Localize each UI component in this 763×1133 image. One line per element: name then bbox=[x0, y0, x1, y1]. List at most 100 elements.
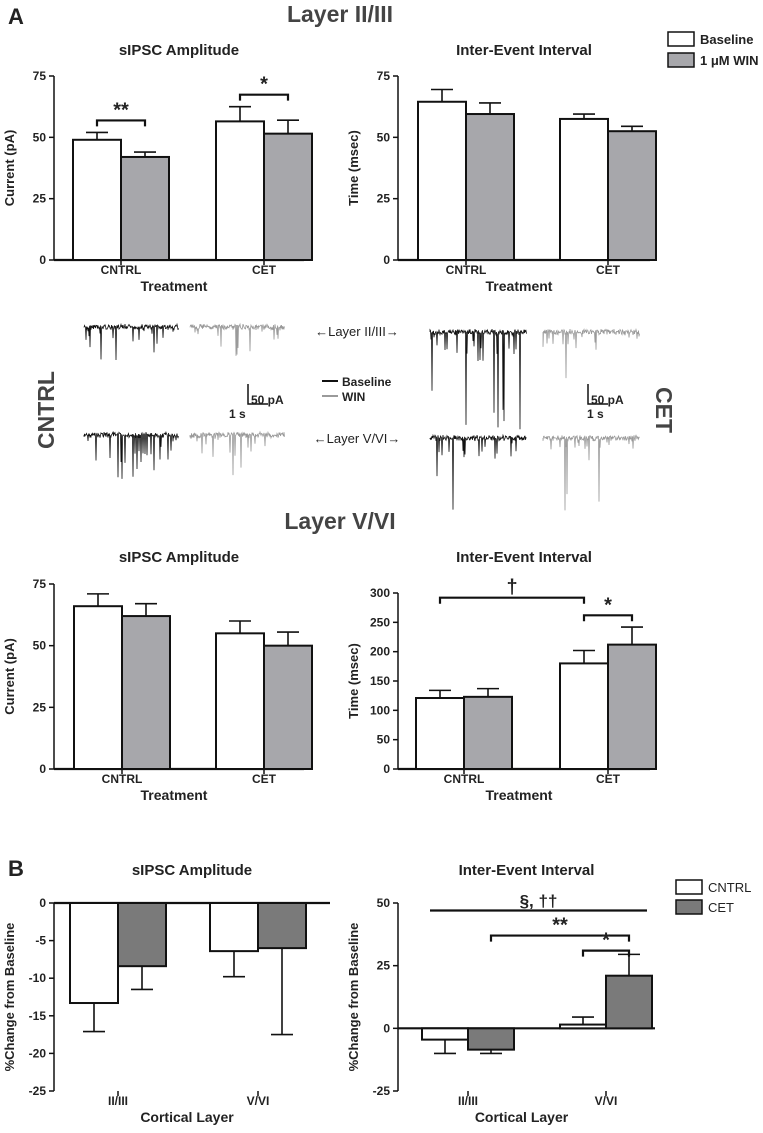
x-tick-label: CET bbox=[596, 772, 621, 786]
significance-marker: * bbox=[604, 594, 612, 616]
x-tick-label: CET bbox=[252, 263, 277, 277]
x-tick-label: CNTRL bbox=[446, 263, 487, 277]
y-tick-label: 0 bbox=[383, 1021, 390, 1035]
significance-marker: * bbox=[260, 74, 268, 96]
bar bbox=[415, 697, 465, 770]
x-tick-label: II/III bbox=[108, 1094, 128, 1108]
bar bbox=[467, 1027, 515, 1051]
y-tick-label: 50 bbox=[377, 896, 391, 910]
significance-marker: ** bbox=[113, 99, 129, 121]
side-label-cntrl: CNTRL bbox=[33, 371, 59, 449]
y-tick-label: 100 bbox=[370, 703, 390, 717]
heading-layer-2-3: Layer II/III bbox=[287, 1, 393, 27]
trace-label-layer-5-6: ←Layer V/VI→ bbox=[314, 431, 401, 446]
x-axis-label: Cortical Layer bbox=[140, 1109, 234, 1125]
side-label-cet: CET bbox=[651, 387, 677, 433]
significance-marker: † bbox=[506, 577, 517, 599]
bar bbox=[120, 155, 170, 262]
y-tick-label: 25 bbox=[33, 192, 47, 206]
y-tick-label: -25 bbox=[373, 1084, 391, 1098]
y-tick-label: 150 bbox=[370, 674, 390, 688]
y-axis-label: %Change from Baseline bbox=[2, 923, 17, 1072]
y-tick-label: -20 bbox=[29, 1046, 47, 1060]
x-axis-label: Cortical Layer bbox=[475, 1109, 569, 1125]
y-tick-label: 0 bbox=[383, 762, 390, 776]
bar bbox=[215, 632, 265, 770]
trace-label-layer-2-3: ←Layer II/III→ bbox=[315, 324, 399, 339]
chart-b2: Inter-Event Interval -25 0 25 50 %Change from… bbox=[346, 862, 655, 1125]
y-tick-label: 75 bbox=[33, 69, 47, 83]
bar bbox=[215, 120, 265, 261]
legend-b-label-cntrl: CNTRL bbox=[708, 880, 751, 895]
trace-cntrl-l23-baseline bbox=[83, 322, 179, 360]
scale-bar-right bbox=[587, 384, 608, 405]
bar bbox=[263, 132, 313, 261]
x-axis-label: Treatment bbox=[141, 787, 208, 803]
trace-cet-l56-win bbox=[542, 434, 640, 511]
trace-cntrl-l23-win bbox=[189, 322, 285, 356]
significance-marker: ** bbox=[552, 915, 568, 937]
x-axis-label: Treatment bbox=[486, 278, 553, 294]
x-tick-label: CNTRL bbox=[102, 772, 143, 786]
bar bbox=[209, 902, 259, 953]
chart-b1: sIPSC Amplitude 0 -5 -10 -15 -20 -25 %Change fr… bbox=[2, 862, 330, 1125]
chart-a3: sIPSC Amplitude 0 25 50 75 Current (pA) CNTRL C… bbox=[2, 549, 313, 803]
y-tick-label: 50 bbox=[377, 130, 391, 144]
scale-bar-right-time: 1 s bbox=[587, 407, 604, 421]
x-axis-label: Treatment bbox=[486, 787, 553, 803]
y-tick-label: 25 bbox=[377, 959, 391, 973]
trace-waveforms bbox=[83, 322, 640, 511]
chart-a1: sIPSC Amplitude 0 25 50 75 Current (pA) CNTRL C… bbox=[2, 42, 313, 294]
legend-b-swatch-cntrl bbox=[675, 879, 703, 895]
y-tick-label: 0 bbox=[383, 253, 390, 267]
trace-legend-win-label: WIN bbox=[342, 390, 365, 404]
y-axis-label: Time (msec) bbox=[346, 130, 361, 206]
x-tick-label: CNTRL bbox=[444, 772, 485, 786]
y-tick-label: 75 bbox=[377, 69, 391, 83]
chart-title: sIPSC Amplitude bbox=[119, 549, 239, 566]
legend-b: CNTRL CET bbox=[675, 879, 751, 915]
x-tick-label: CET bbox=[252, 772, 277, 786]
bar bbox=[559, 662, 609, 771]
scale-bar-left-current: 50 pA bbox=[251, 393, 284, 407]
y-axis-label: Time (msec) bbox=[346, 643, 361, 719]
x-tick-label: CNTRL bbox=[101, 263, 142, 277]
y-tick-label: 75 bbox=[33, 577, 47, 591]
chart-title: sIPSC Amplitude bbox=[119, 42, 239, 59]
significance-bracket bbox=[238, 93, 290, 101]
y-tick-label: 25 bbox=[33, 700, 47, 714]
bar bbox=[465, 113, 515, 261]
bar bbox=[73, 605, 123, 771]
chart-a4: Inter-Event Interval 0 50 100 150 200 250 300 Ti… bbox=[346, 549, 657, 803]
scale-bar-right-current: 50 pA bbox=[591, 393, 624, 407]
y-tick-label: -25 bbox=[29, 1084, 47, 1098]
significance-marker: * bbox=[602, 930, 610, 952]
heading-layer-5-6: Layer V/VI bbox=[284, 508, 395, 534]
bar bbox=[463, 695, 513, 771]
bar bbox=[69, 902, 119, 1005]
significance-bracket bbox=[582, 614, 634, 622]
trace-cet-l23-baseline bbox=[429, 328, 527, 430]
charts: sIPSC Amplitude 0 25 50 75 Current (pA) CNTRL C… bbox=[2, 42, 657, 1125]
y-tick-label: 0 bbox=[39, 253, 46, 267]
trace-section: ←Layer II/III→ ←Layer V/VI→ Baseline WIN… bbox=[33, 322, 677, 511]
y-tick-label: 50 bbox=[33, 639, 47, 653]
y-tick-label: 50 bbox=[377, 733, 391, 747]
y-axis-label: Current (pA) bbox=[2, 130, 17, 207]
bar bbox=[607, 130, 657, 261]
legend-a: Baseline 1 μM WIN bbox=[667, 31, 759, 68]
x-tick-label: V/VI bbox=[595, 1094, 618, 1108]
bar bbox=[117, 902, 167, 968]
bar bbox=[263, 644, 313, 771]
y-axis-label: Current (pA) bbox=[2, 638, 17, 715]
trace-cntrl-l56-baseline bbox=[83, 430, 179, 479]
legend-b-label-cet: CET bbox=[708, 900, 734, 915]
bar bbox=[417, 100, 467, 262]
bar bbox=[559, 117, 609, 261]
y-tick-label: -10 bbox=[29, 971, 47, 985]
bar bbox=[257, 902, 307, 950]
x-tick-label: V/VI bbox=[247, 1094, 270, 1108]
bar bbox=[421, 1027, 469, 1041]
trace-legend-baseline-label: Baseline bbox=[342, 375, 392, 389]
